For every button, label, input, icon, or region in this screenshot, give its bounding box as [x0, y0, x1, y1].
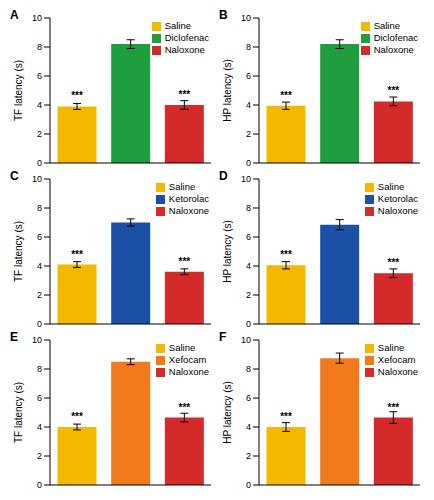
svg-text:TF latency (s): TF latency (s): [13, 221, 24, 282]
svg-text:0: 0: [246, 158, 251, 168]
svg-text:2: 2: [37, 290, 42, 300]
svg-text:TF latency (s): TF latency (s): [13, 382, 24, 443]
svg-text:4: 4: [246, 100, 251, 110]
svg-text:4: 4: [246, 261, 251, 271]
html-text:Naloxone: Naloxone: [164, 44, 205, 55]
svg-text:4: 4: [246, 422, 251, 432]
svg-text:2: 2: [37, 451, 42, 461]
svg-text:6: 6: [37, 232, 42, 242]
svg-text:2: 2: [246, 129, 251, 139]
html-text:Diclofenac: Diclofenac: [373, 32, 418, 43]
svg-text:10: 10: [241, 335, 251, 345]
svg-text:***: ***: [280, 411, 292, 422]
svg-text:0: 0: [37, 319, 42, 329]
svg-text:***: ***: [388, 402, 400, 413]
svg-text:8: 8: [246, 203, 251, 213]
html-text:Diclofenac: Diclofenac: [164, 32, 209, 43]
svg-text:8: 8: [246, 42, 251, 52]
svg-text:HP latency (s): HP latency (s): [222, 381, 233, 444]
svg-text:8: 8: [37, 203, 42, 213]
html-text:A: A: [10, 8, 19, 22]
svg-text:10: 10: [32, 174, 42, 184]
html-text:F: F: [219, 330, 227, 344]
svg-text:8: 8: [37, 364, 42, 374]
html-text:Saline: Saline: [373, 20, 401, 31]
svg-text:0: 0: [37, 158, 42, 168]
html-text:D: D: [219, 169, 228, 183]
html-text:Xefocam: Xefocam: [377, 354, 416, 365]
html-text:Saline: Saline: [377, 342, 405, 353]
svg-text:HP latency (s): HP latency (s): [222, 59, 233, 122]
svg-text:8: 8: [246, 364, 251, 374]
html-text:Naloxone: Naloxone: [168, 366, 209, 377]
svg-text:***: ***: [280, 90, 292, 101]
svg-text:2: 2: [246, 290, 251, 300]
html-text:Saline: Saline: [164, 20, 192, 31]
svg-text:***: ***: [71, 249, 83, 260]
svg-text:4: 4: [37, 422, 42, 432]
svg-text:10: 10: [241, 174, 251, 184]
svg-text:***: ***: [179, 256, 191, 267]
svg-text:***: ***: [71, 411, 83, 422]
svg-text:8: 8: [37, 42, 42, 52]
svg-text:HP latency (s): HP latency (s): [222, 220, 233, 283]
svg-text:TF latency (s): TF latency (s): [13, 60, 24, 121]
html-text:Naloxone: Naloxone: [377, 205, 418, 216]
svg-text:***: ***: [179, 402, 191, 413]
svg-text:6: 6: [37, 71, 42, 81]
html-text:Naloxone: Naloxone: [373, 44, 414, 55]
html-text:Saline: Saline: [168, 342, 196, 353]
html-text:B: B: [219, 8, 228, 22]
html-text:E: E: [10, 330, 18, 344]
svg-text:6: 6: [246, 393, 251, 403]
svg-text:***: ***: [280, 249, 292, 260]
svg-text:2: 2: [37, 129, 42, 139]
html-text:Saline: Saline: [377, 181, 405, 192]
html-text:C: C: [10, 169, 19, 183]
html-text:Naloxone: Naloxone: [168, 205, 209, 216]
html-text:Ketorolac: Ketorolac: [377, 193, 418, 204]
svg-text:0: 0: [37, 480, 42, 490]
svg-text:6: 6: [37, 393, 42, 403]
svg-text:6: 6: [246, 71, 251, 81]
svg-text:0: 0: [246, 480, 251, 490]
svg-text:0: 0: [246, 319, 251, 329]
svg-text:4: 4: [37, 100, 42, 110]
svg-text:***: ***: [71, 90, 83, 101]
html-text:Ketorolac: Ketorolac: [168, 193, 209, 204]
svg-text:4: 4: [37, 261, 42, 271]
svg-text:***: ***: [388, 85, 400, 96]
html-text:Saline: Saline: [168, 181, 196, 192]
svg-text:10: 10: [241, 13, 251, 23]
html-text:Naloxone: Naloxone: [377, 366, 418, 377]
svg-text:6: 6: [246, 232, 251, 242]
svg-text:10: 10: [32, 335, 42, 345]
svg-text:2: 2: [246, 451, 251, 461]
svg-text:***: ***: [179, 89, 191, 100]
svg-text:***: ***: [388, 257, 400, 268]
html-text:Xefocam: Xefocam: [168, 354, 207, 365]
svg-text:10: 10: [32, 13, 42, 23]
